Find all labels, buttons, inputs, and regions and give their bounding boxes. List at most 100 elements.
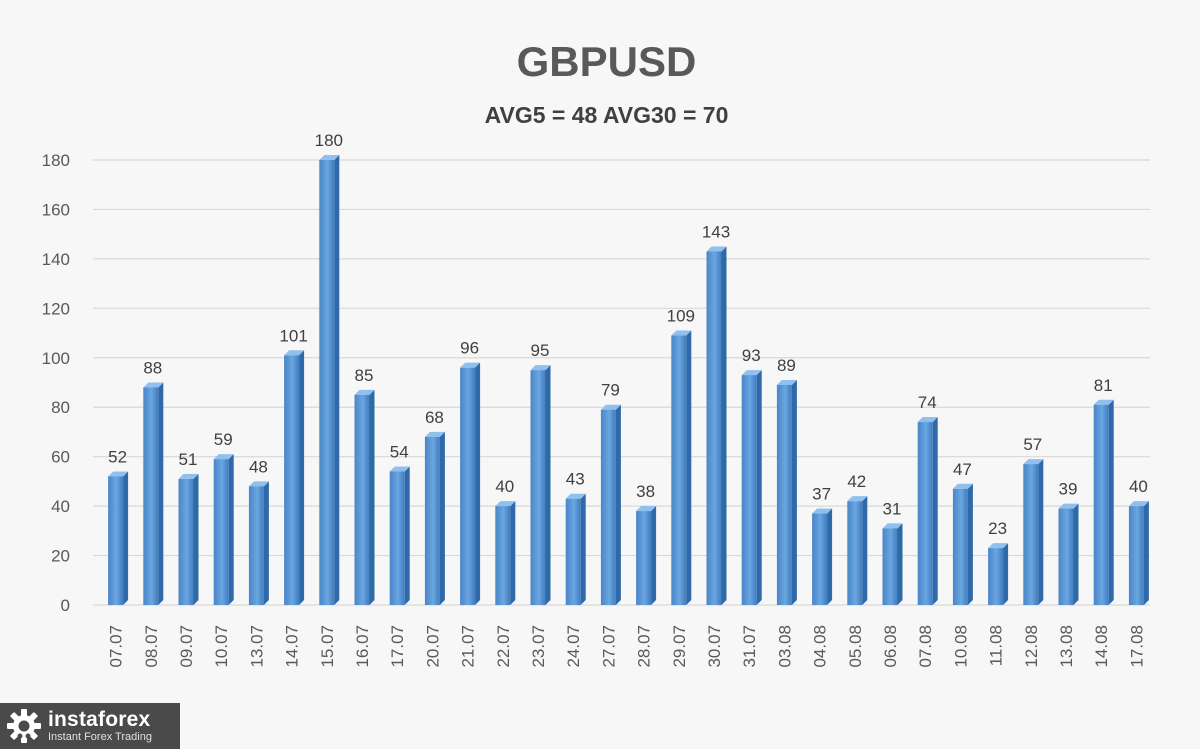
bar [1093,399,1114,605]
data-label: 57 [1023,435,1042,454]
data-labels: 52 88 51 59 48 101 180 85 54 68 96 40 95 43 79 38 109 143… [108,131,1148,538]
x-tick-label: 15.07 [318,625,337,668]
bar [354,389,375,605]
bar [988,543,1009,605]
x-tick-label: 09.07 [177,625,196,668]
x-tick-label: 16.07 [353,625,372,668]
bar [952,483,973,605]
x-tick-label: 24.07 [564,625,583,668]
x-tick-label: 29.07 [670,625,689,668]
data-label: 37 [812,485,831,504]
x-tick-label: 23.07 [529,625,548,668]
bar [1128,501,1149,605]
x-tick-label: 20.07 [423,625,442,668]
data-label: 43 [566,470,585,489]
bar [1058,503,1079,605]
bar [424,431,445,605]
y-tick-label: 140 [42,250,70,269]
y-tick-label: 160 [42,200,70,219]
data-label: 81 [1094,376,1113,395]
chart-title: GBPUSD [516,38,697,85]
data-label: 79 [601,381,620,400]
data-label: 101 [279,326,307,345]
data-label: 38 [636,482,655,501]
y-tick-label: 0 [61,596,70,615]
instaforex-logo: instaforex Instant Forex Trading [0,703,180,749]
bar [565,493,586,605]
x-tick-label: 14.07 [283,625,302,668]
x-tick-label: 12.08 [1022,625,1041,668]
bar [284,350,305,605]
data-label: 68 [425,408,444,427]
x-tick-label: 17.07 [388,625,407,668]
bar [600,404,621,605]
y-tick-label: 40 [51,497,70,516]
gear-logo-icon [7,709,41,743]
x-tick-label: 10.08 [951,625,970,668]
data-label: 59 [214,430,233,449]
data-label: 47 [953,460,972,479]
data-label: 40 [495,477,514,496]
x-tick-label: 04.08 [811,625,830,668]
data-label: 143 [702,222,730,241]
x-tick-label: 13.08 [1057,625,1076,668]
y-tick-label: 100 [42,349,70,368]
bar [143,382,164,605]
data-label: 42 [847,472,866,491]
data-label: 31 [883,499,902,518]
bar [389,466,410,605]
bar [671,330,692,605]
bar [882,523,903,605]
x-tick-label: 22.07 [494,625,513,668]
chart-subtitle: AVG5 = 48 AVG30 = 70 [484,102,729,128]
x-tick-label: 07.08 [916,625,935,668]
x-tick-label: 11.08 [987,625,1006,666]
bar [213,454,234,605]
x-tick-label: 10.07 [212,625,231,668]
bar [917,417,938,605]
x-tick-label: 03.08 [775,625,794,668]
y-tick-label: 80 [51,398,70,417]
bar [248,481,269,605]
bar [495,501,516,605]
y-axis-ticks: 0 20 40 60 80 100 120 140 160 180 [42,151,70,615]
x-axis-ticks: 07.07 08.07 09.07 10.07 13.07 14.07 15.07 16.07… [107,625,1147,668]
bar [706,246,727,605]
data-label: 39 [1059,480,1078,499]
x-tick-label: 31.07 [740,625,759,668]
x-tick-label: 17.08 [1127,625,1146,668]
y-tick-label: 120 [42,299,70,318]
bar [530,365,551,605]
data-label: 52 [108,447,127,466]
bars [108,155,1149,605]
x-tick-label: 21.07 [459,625,478,668]
data-label: 109 [667,307,695,326]
bar [1023,459,1044,605]
bar [460,362,481,605]
bar [178,473,199,605]
bar [812,508,833,605]
bar [847,496,868,605]
y-tick-label: 60 [51,448,70,467]
data-label: 54 [390,443,409,462]
logo-tagline: Instant Forex Trading [48,731,152,743]
x-tick-label: 08.07 [142,625,161,668]
y-tick-label: 180 [42,151,70,170]
data-label: 40 [1129,477,1148,496]
logo-name: instaforex [48,708,151,731]
data-label: 74 [918,393,937,412]
bar [776,379,797,605]
data-label: 51 [179,450,198,469]
x-tick-label: 05.08 [846,625,865,668]
x-tick-label: 06.08 [881,625,900,668]
data-label: 85 [355,366,374,385]
bar [636,506,657,605]
data-label: 95 [531,341,550,360]
x-tick-label: 27.07 [599,625,618,668]
x-tick-label: 14.08 [1092,625,1111,668]
data-label: 89 [777,356,796,375]
data-label: 93 [742,346,761,365]
data-label: 180 [315,131,343,150]
